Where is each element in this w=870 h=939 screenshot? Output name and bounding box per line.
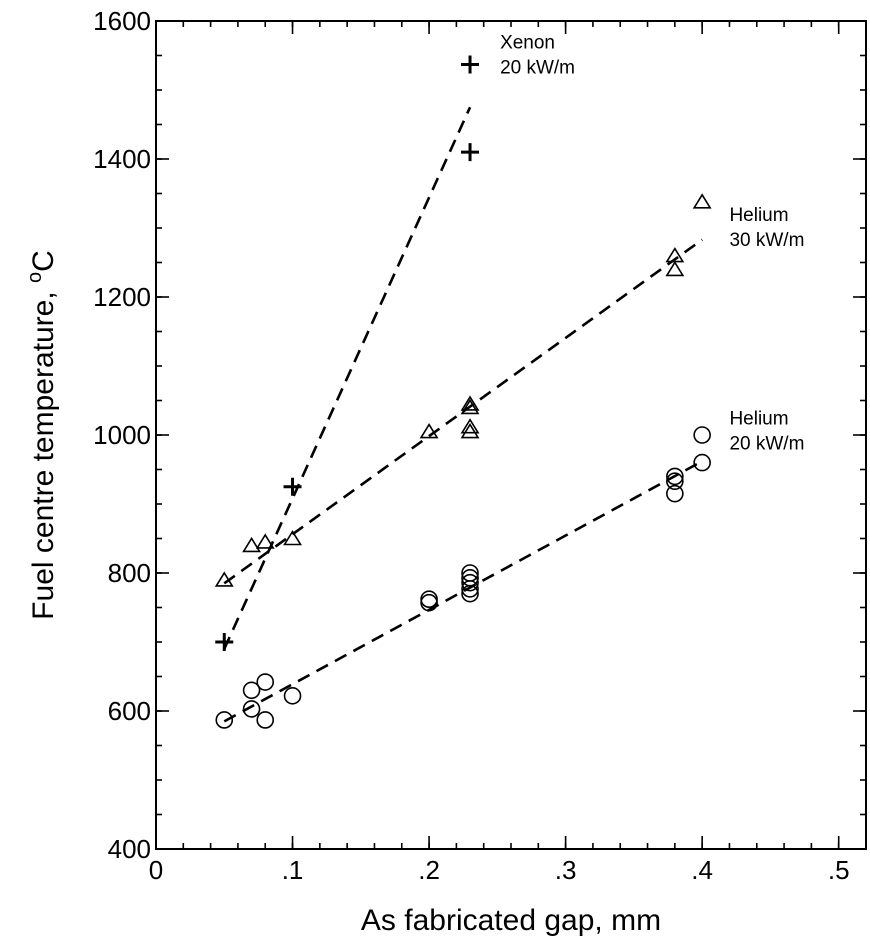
y-tick-label: 800 — [108, 558, 151, 588]
helium30-point — [214, 571, 234, 587]
helium30-point — [283, 529, 302, 546]
xenon-annotation: Xenon — [500, 33, 555, 54]
helium20-point — [420, 590, 438, 609]
helium20-point — [666, 472, 684, 491]
helium20-point — [693, 453, 711, 472]
y-axis-title: Fuel centre temperature, oC — [24, 250, 60, 620]
tick-labels: 0 .1 .2 .3 .4 .5 400 600 800 1000 1200 1400 1600 — [93, 6, 849, 885]
helium20-annotation: 20 kW/m — [729, 434, 804, 455]
helium20-point — [461, 580, 479, 598]
y-tick-label: 600 — [108, 696, 151, 726]
helium20-point — [242, 700, 261, 718]
helium20-point — [461, 573, 479, 592]
y-tick-label: 400 — [108, 834, 151, 864]
helium20-annotation: Helium — [729, 409, 788, 430]
helium20-fit-line — [223, 460, 703, 723]
x-tick-label: .1 — [282, 855, 304, 885]
helium20-point — [283, 687, 302, 705]
xenon-point — [461, 143, 480, 162]
helium30-point — [692, 193, 712, 209]
helium30-annotation: Helium — [729, 205, 788, 226]
helium30-point — [419, 423, 439, 439]
helium20-point — [420, 593, 438, 612]
fit-lines — [223, 106, 703, 723]
xenon-fit-line — [223, 106, 472, 650]
helium20-point — [242, 681, 261, 700]
y-tick-label: 1600 — [93, 6, 151, 36]
xenon-point — [461, 55, 480, 74]
y-tick-label: 1400 — [93, 144, 151, 174]
x-tick-label: .2 — [418, 855, 440, 885]
plot-frame — [155, 20, 867, 850]
y-tick-label: 1200 — [93, 282, 151, 312]
helium20-point — [215, 711, 234, 729]
helium30-point — [460, 395, 480, 411]
x-tick-label: .4 — [691, 855, 713, 885]
xenon-point — [283, 477, 302, 496]
x-tick-label: 0 — [149, 855, 163, 885]
helium20-point — [666, 467, 684, 486]
xenon-point — [215, 633, 234, 651]
helium20-point — [693, 426, 711, 444]
helium30-point — [255, 533, 275, 549]
helium30-point — [460, 423, 480, 439]
data-markers — [214, 55, 712, 729]
x-axis-title: As fabricated gap, mm — [361, 904, 661, 937]
helium30-point — [460, 398, 480, 415]
helium20-point — [461, 584, 479, 603]
xenon-annotation: 20 kW/m — [500, 58, 575, 79]
x-tick-label: .3 — [555, 855, 577, 885]
helium30-point — [665, 260, 685, 277]
helium20-point — [256, 673, 275, 691]
helium20-point — [256, 711, 275, 729]
x-tick-label: .5 — [828, 855, 850, 885]
series-annotations: Xenon 20 kW/m Helium 30 kW/m Helium 20 kW/m — [500, 33, 804, 455]
helium30-point — [242, 536, 262, 553]
y-tick-label: 1000 — [93, 420, 151, 450]
helium30-annotation: 30 kW/m — [729, 230, 804, 251]
helium20-point — [666, 484, 684, 503]
helium30-point — [460, 418, 480, 434]
